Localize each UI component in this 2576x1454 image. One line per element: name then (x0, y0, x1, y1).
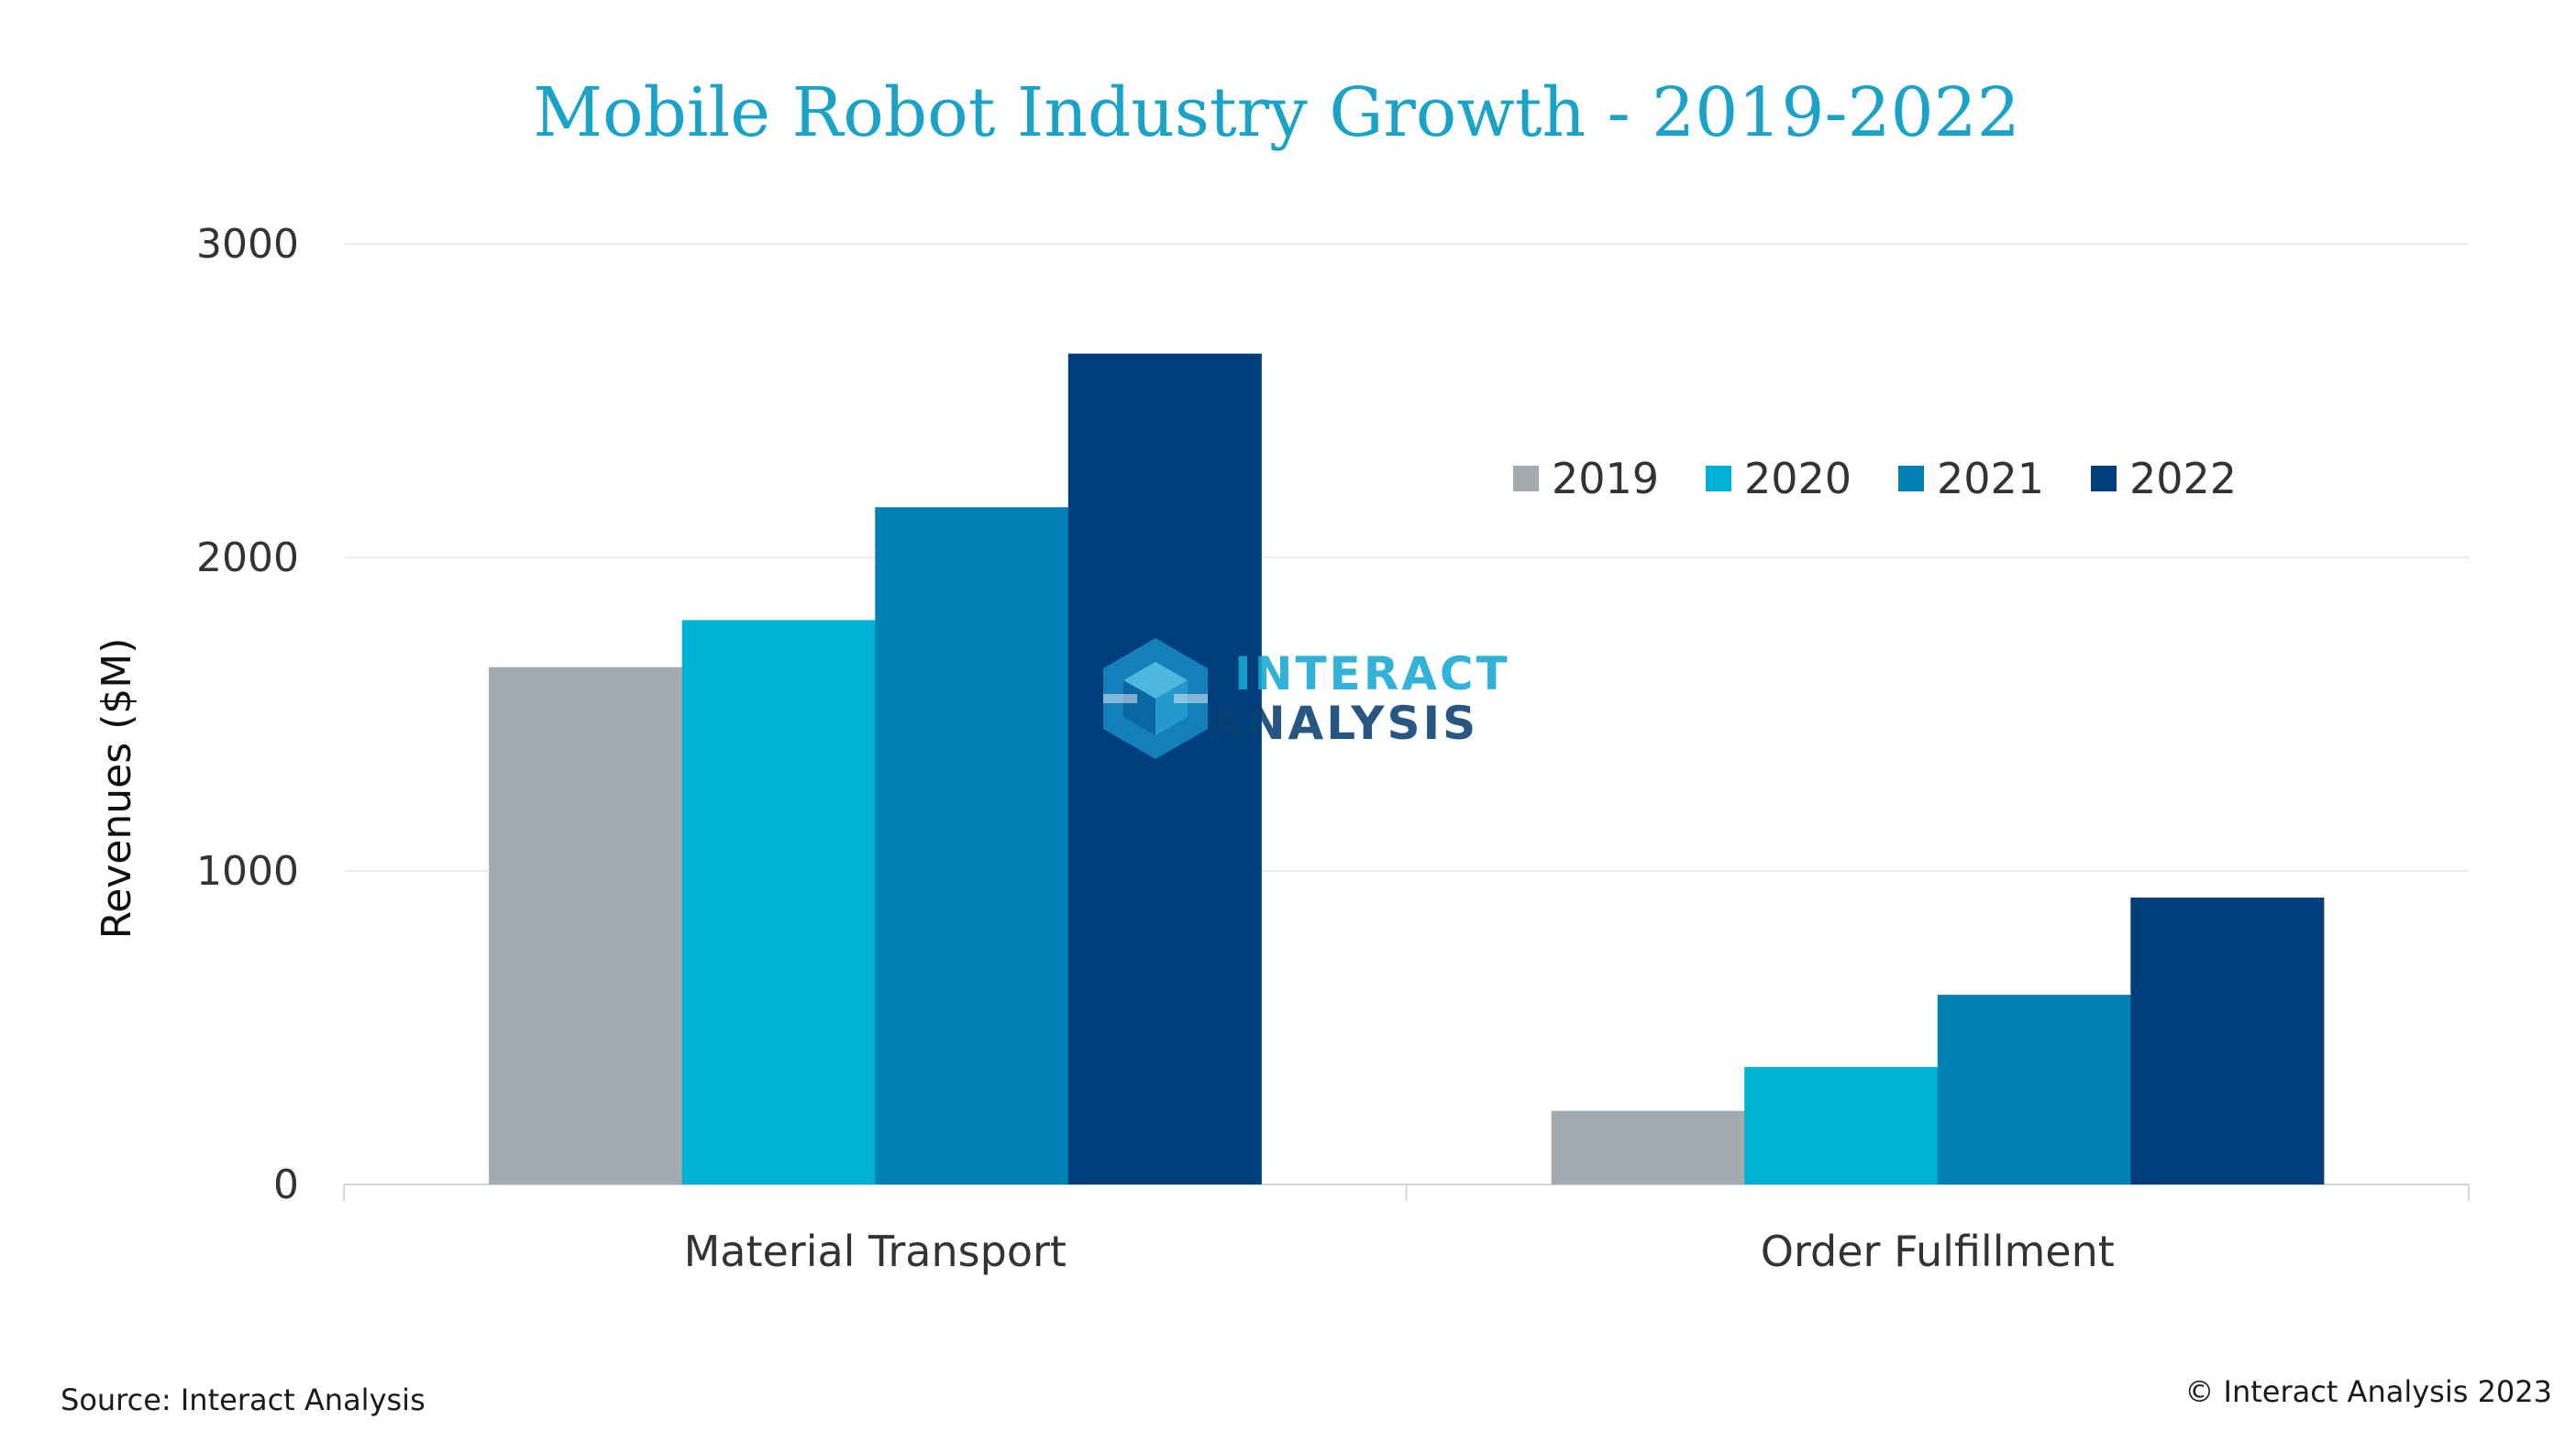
y-tick-label: 1000 (196, 848, 299, 895)
bar-2020-order-fulfillment (1744, 1066, 1939, 1184)
legend-label: 2020 (1744, 454, 1852, 503)
bars (489, 353, 2325, 1184)
bar-2022-material-transport (1067, 353, 1262, 1184)
legend-swatch (1898, 466, 1924, 491)
y-axis-label: Revenues ($M) (94, 638, 140, 940)
bar-2019-material-transport (489, 666, 683, 1184)
watermark-line1: INTERACT (1234, 647, 1510, 700)
legend-label: 2021 (1937, 454, 2044, 503)
legend-swatch (2091, 466, 2117, 491)
legend-label: 2022 (2129, 454, 2237, 503)
y-tick-label: 0 (273, 1162, 299, 1208)
source-note: Source: Interact Analysis (61, 1382, 426, 1417)
chart-title: Mobile Robot Industry Growth - 2019-2022 (533, 73, 2020, 152)
legend: 2019 2020 2021 2022 (1513, 454, 2237, 503)
interact-analysis-logo-icon (1103, 638, 1208, 759)
legend-swatch (1706, 466, 1731, 491)
bar-2019-order-fulfillment (1551, 1110, 1745, 1184)
bar-2021-material-transport (875, 507, 1069, 1184)
x-tick-label: Order Fulfillment (1761, 1227, 2115, 1276)
y-tick-label: 3000 (196, 221, 299, 268)
legend-label: 2019 (1552, 454, 1659, 503)
y-tick-label: 2000 (196, 534, 299, 581)
bar-2020-material-transport (681, 620, 876, 1184)
watermark: INTERACT ANALYSIS (1103, 638, 1510, 759)
copyright-note: © Interact Analysis 2023 (2184, 1374, 2552, 1409)
watermark-line2: ANALYSIS (1209, 697, 1478, 750)
y-tick-labels: 0 1000 2000 3000 (196, 221, 299, 1208)
x-tick-label: Material Transport (684, 1227, 1067, 1276)
legend-swatch (1513, 466, 1539, 491)
bar-2021-order-fulfillment (1937, 995, 2131, 1184)
bar-2022-order-fulfillment (2130, 898, 2325, 1184)
x-tick-labels: Material Transport Order Fulfillment (684, 1227, 2115, 1276)
